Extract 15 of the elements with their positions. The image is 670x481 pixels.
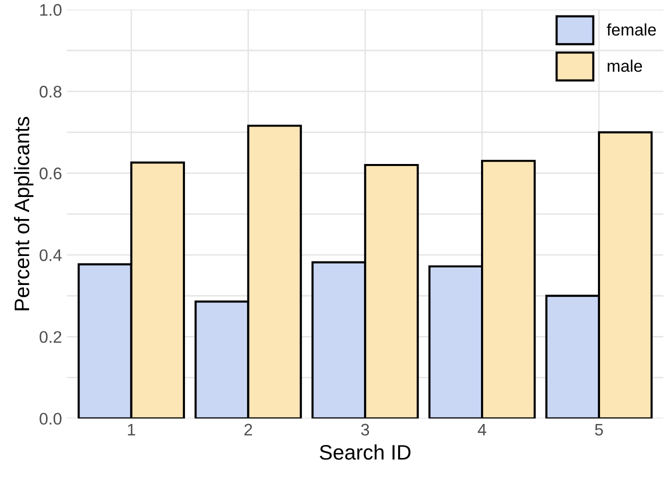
legend-label: male (608, 60, 642, 72)
x-tick-label: 5 (595, 424, 603, 436)
x-tick-label: 4 (478, 424, 486, 436)
y-tick-label: 0.6 (40, 168, 62, 180)
y-tick-label: 1.0 (40, 4, 62, 16)
y-tick-label: 0.4 (40, 249, 62, 262)
x-tick-label: 3 (361, 424, 370, 436)
y-tick-label: 0.0 (40, 412, 62, 425)
y-tick-label: 0.8 (40, 86, 62, 98)
y-axis-title: Percent of Applicants (14, 116, 34, 310)
legend-label: female (606, 23, 656, 36)
x-tick-label: 2 (244, 424, 252, 436)
x-axis-title: Search ID (320, 444, 410, 460)
y-tick-label: 0.2 (40, 331, 62, 343)
x-tick-label: 1 (128, 424, 136, 436)
